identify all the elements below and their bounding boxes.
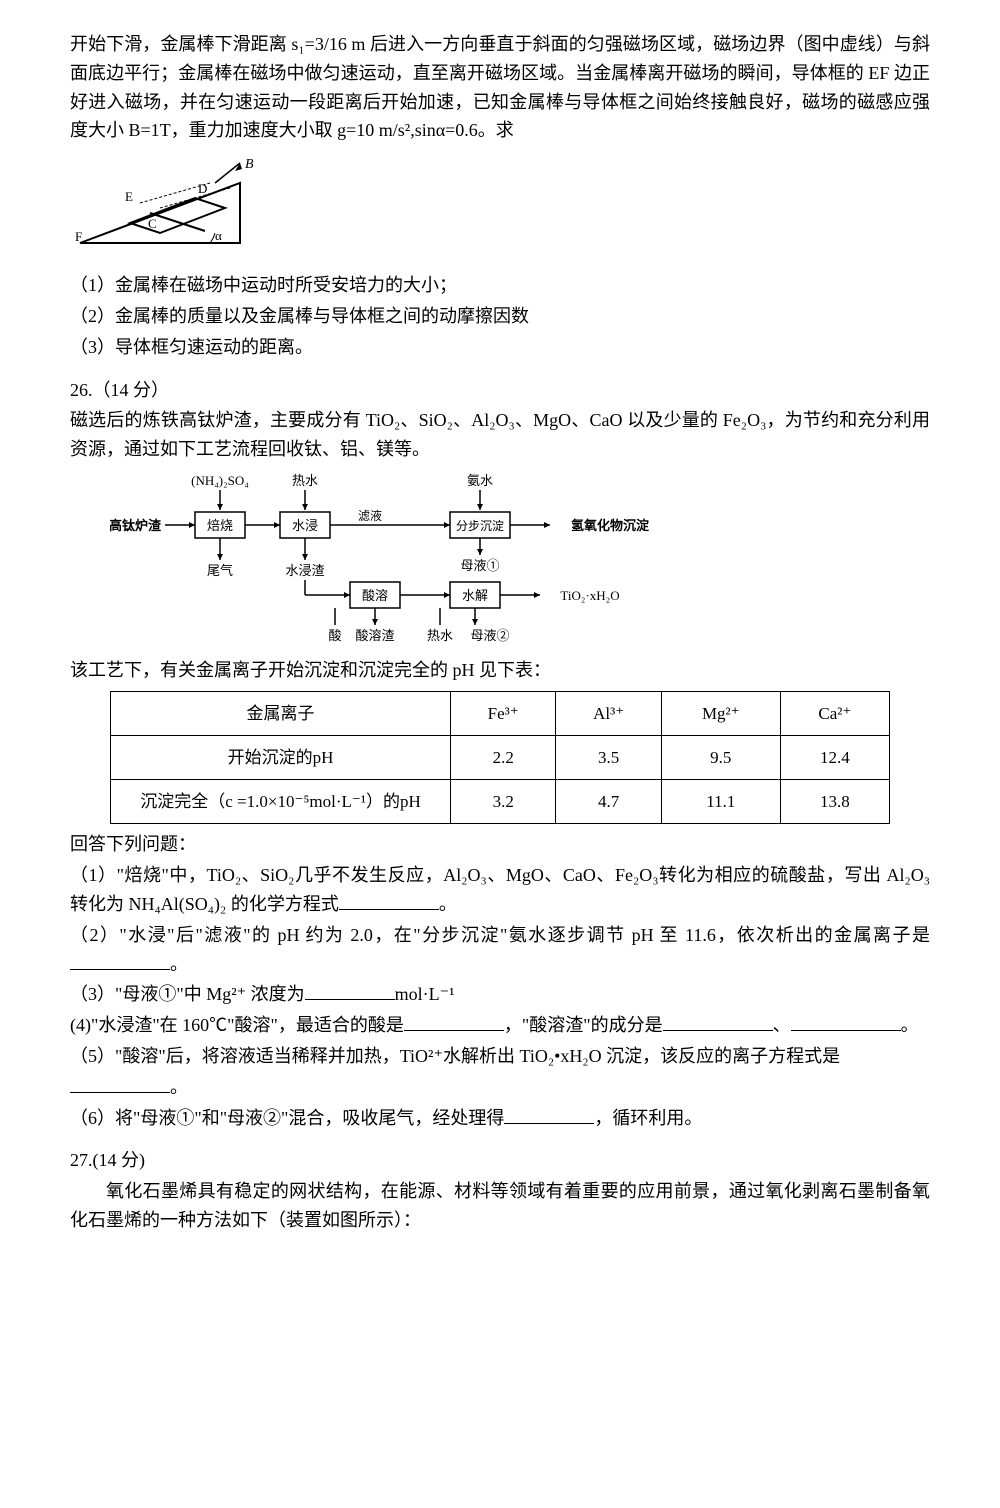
svg-text:氨水: 氨水 (467, 473, 493, 488)
svg-text:氢氧化物沉淀: 氢氧化物沉淀 (571, 518, 650, 533)
svg-text:母液②: 母液② (470, 628, 509, 643)
th-fe: Fe³⁺ (451, 691, 556, 735)
svg-text:酸溶: 酸溶 (362, 588, 388, 603)
q26-intro: 磁选后的炼铁高钛炉渣，主要成分有 TiO₂、SiO₂、Al₂O₃、MgO、CaO… (70, 406, 930, 464)
q26-q6: （6）将"母液①"和"母液②"混合，吸收尾气，经处理得，循环利用。 (70, 1104, 930, 1133)
q26-q5: （5）"酸溶"后，将溶液适当稀释并加热，TiO²⁺水解析出 TiO₂•xH₂O … (70, 1042, 930, 1071)
svg-text:水浸: 水浸 (292, 518, 318, 533)
q25-sub1: （1）金属棒在磁场中运动时所受安培力的大小； (70, 271, 930, 300)
q26-q5-blank: 。 (70, 1073, 930, 1102)
inclined-plane-figure: B E D F C α (70, 153, 270, 263)
label-C: C (148, 216, 157, 231)
ph-table: 金属离子 Fe³⁺ Al³⁺ Mg²⁺ Ca²⁺ 开始沉淀的pH 2.2 3.5… (110, 691, 890, 825)
label-alpha: α (215, 228, 222, 243)
svg-text:水解: 水解 (462, 588, 488, 603)
q26-q4: (4)"水浸渣"在 160℃"酸溶"，最适合的酸是，"酸溶渣"的成分是、。 (70, 1011, 930, 1040)
q26-answer-header: 回答下列问题： (70, 830, 930, 859)
svg-text:热水: 热水 (292, 473, 318, 488)
q26-header: 26.（14 分） (70, 376, 930, 405)
svg-text:酸溶渣: 酸溶渣 (355, 628, 394, 643)
svg-text:高钛炉渣: 高钛炉渣 (110, 518, 162, 533)
th-ion: 金属离子 (111, 691, 451, 735)
svg-text:母液①: 母液① (460, 558, 499, 573)
q25-sub3: （3）导体框匀速运动的距离。 (70, 333, 930, 362)
th-ca: Ca²⁺ (780, 691, 889, 735)
svg-text:尾气: 尾气 (207, 563, 233, 578)
table-row: 开始沉淀的pH 2.2 3.5 9.5 12.4 (111, 735, 890, 779)
label-B: B (245, 157, 254, 172)
q26-q2: （2）"水浸"后"滤液"的 pH 约为 2.0，在"分步沉淀"氨水逐步调节 pH… (70, 921, 930, 979)
svg-text:水浸渣: 水浸渣 (285, 563, 324, 578)
svg-text:滤液: 滤液 (358, 508, 382, 523)
svg-text:酸: 酸 (328, 628, 341, 643)
q26-q1: （1）"焙烧"中，TiO₂、SiO₂几乎不发生反应，Al₂O₃、MgO、CaO、… (70, 861, 930, 919)
svg-text:(NH₄)₂SO₄: (NH₄)₂SO₄ (191, 473, 249, 488)
label-E: E (125, 189, 133, 204)
q25-paragraph: 开始下滑，金属棒下滑距离 s₁=3/16 m 后进入一方向垂直于斜面的匀强磁场区… (70, 30, 930, 145)
table-row: 沉淀完全（c =1.0×10⁻⁵mol·L⁻¹）的pH 3.2 4.7 11.1… (111, 780, 890, 824)
label-F: F (75, 229, 82, 244)
q26-table-intro: 该工艺下，有关金属离子开始沉淀和沉淀完全的 pH 见下表： (70, 656, 930, 685)
q25-sub2: （2）金属棒的质量以及金属棒与导体框之间的动摩擦因数 (70, 302, 930, 331)
label-D: D (198, 181, 207, 196)
svg-text:TiO₂·xH₂O: TiO₂·xH₂O (560, 588, 619, 603)
process-flowchart: (NH₄)₂SO₄ 热水 氨水 高钛炉渣 焙烧 水浸 滤液 分步沉淀 氢氧化物沉… (110, 470, 710, 650)
svg-text:热水: 热水 (427, 628, 453, 643)
svg-text:分步沉淀: 分步沉淀 (456, 519, 504, 533)
q27-header: 27.(14 分) (70, 1146, 930, 1175)
q26-q3: （3）"母液①"中 Mg²⁺ 浓度为mol·L⁻¹ (70, 980, 930, 1009)
svg-text:焙烧: 焙烧 (207, 518, 233, 533)
q27-intro: 氧化石墨烯具有稳定的网状结构，在能源、材料等领域有着重要的应用前景，通过氧化剥离… (70, 1177, 930, 1235)
th-mg: Mg²⁺ (661, 691, 780, 735)
th-al: Al³⁺ (556, 691, 661, 735)
